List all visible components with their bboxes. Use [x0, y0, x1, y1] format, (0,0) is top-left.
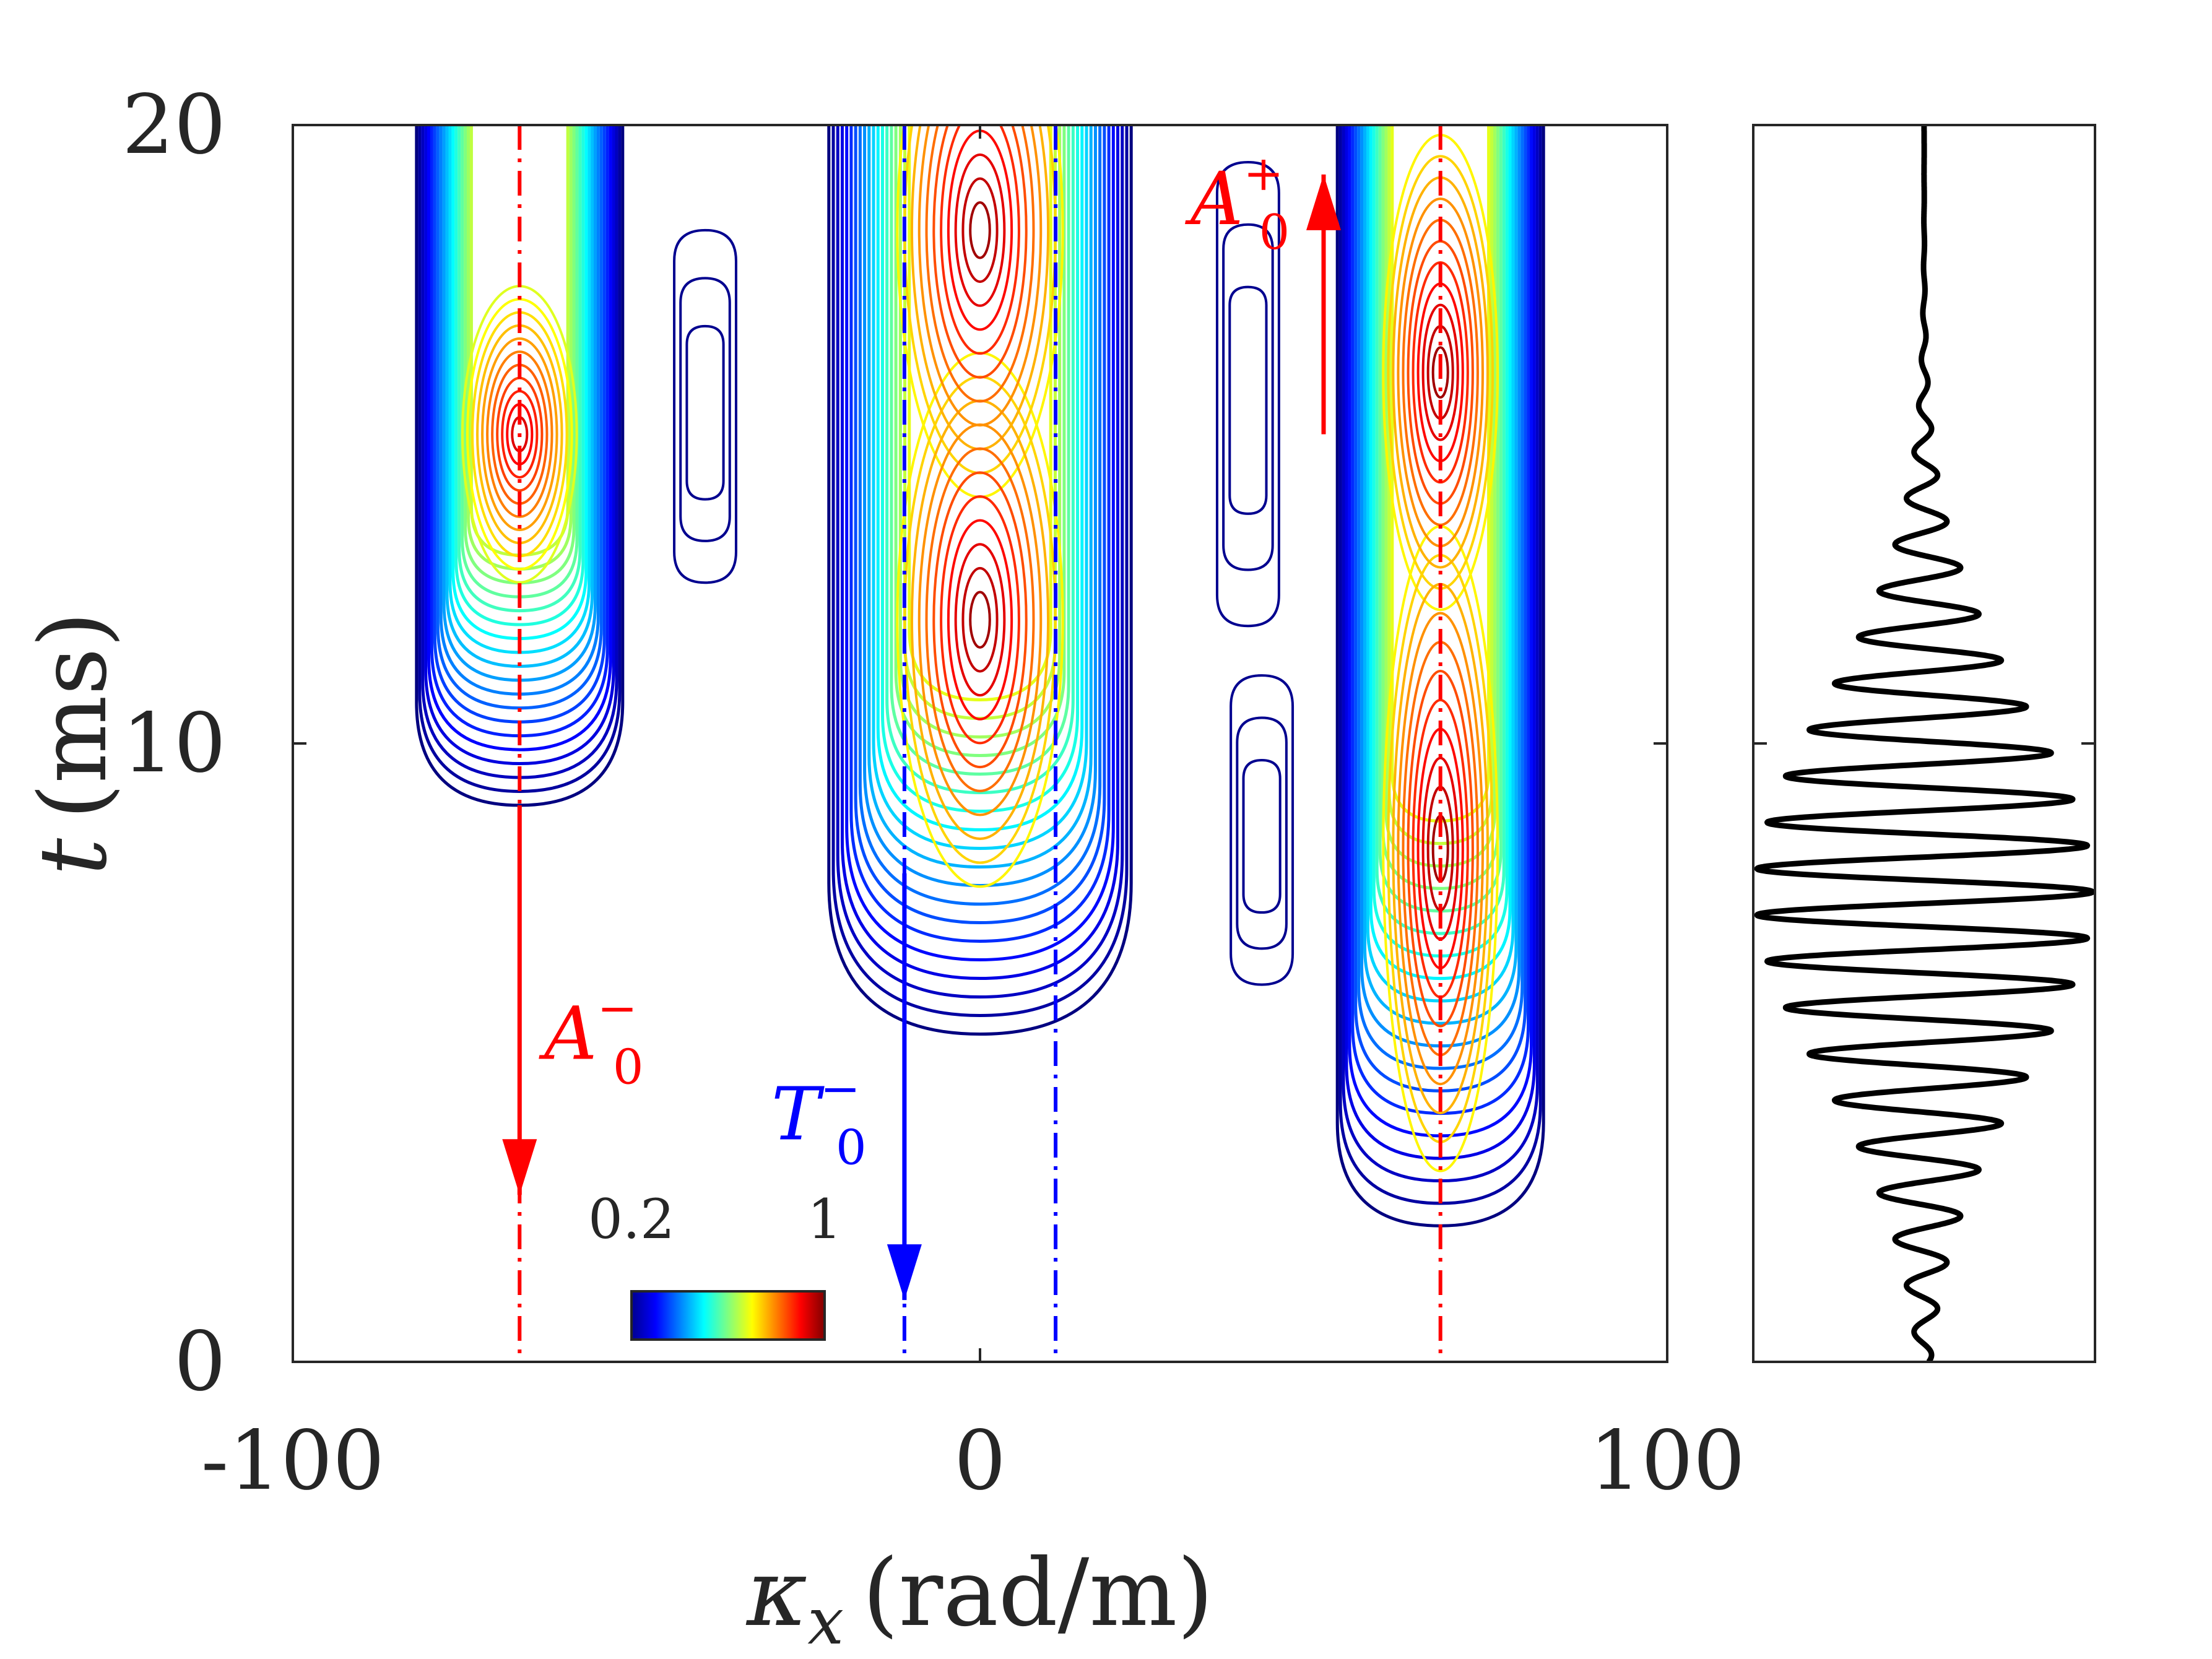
contour-level: [845, 125, 1115, 962]
contour-level: [880, 125, 1080, 813]
contour-region-small-1: [673, 228, 737, 584]
contour-level: [445, 125, 594, 668]
contour-peak-ring: [961, 566, 999, 673]
contour-level: [872, 125, 1088, 851]
dispersion-arrow-head-0: [502, 1139, 537, 1195]
contour-level: [885, 125, 1075, 795]
contour-peak-ring: [481, 337, 558, 531]
contour-level: [831, 125, 1129, 1018]
contour-peak-ring: [961, 177, 999, 284]
y-axis-symbol: t: [20, 838, 128, 875]
contour-peak-ring: [940, 495, 1020, 745]
contour-peak-ring: [917, 125, 1043, 427]
contour-level: [427, 125, 612, 752]
annotation-t0-minus-sup: −: [820, 1061, 861, 1117]
y-tick-label-max: 20: [122, 77, 226, 173]
contour-level: [827, 125, 1133, 1036]
x-axis-units: (rad/m): [862, 1540, 1213, 1647]
main-plot: [292, 124, 1668, 1363]
contour-level: [458, 125, 582, 613]
x-tick-label-max: 100: [1589, 1413, 1745, 1509]
contour-peak-ring: [940, 125, 1020, 355]
contour-peak-ring: [925, 125, 1035, 403]
contour-peak-ring: [1421, 303, 1459, 441]
contour-region-small-3: [1230, 674, 1295, 986]
annotation-t0-minus-label: T: [771, 1071, 825, 1156]
contour-peak-ring: [932, 471, 1028, 769]
contour-peak-ring: [947, 519, 1013, 721]
contour-level: [1363, 125, 1518, 1025]
contour-level: [673, 228, 737, 584]
contour-level: [679, 277, 731, 542]
contour-level: [1345, 125, 1536, 1160]
contour-peak-ring: [1397, 612, 1484, 1086]
contour-level: [1222, 223, 1274, 571]
contour-peak-ring: [932, 125, 1028, 379]
contour-level: [1375, 125, 1506, 935]
y-tick-label-mid: 10: [122, 696, 226, 791]
contour-level: [1215, 160, 1280, 628]
contour-region-center: [827, 125, 1133, 1036]
colorbar-min-label: 0.2: [588, 1187, 675, 1251]
contour-peak-ring: [1431, 346, 1449, 399]
colorbar-max-label: 1: [807, 1187, 842, 1251]
annotation-t0-minus: T− 0: [771, 1061, 867, 1176]
annotation-a0-minus-sub: 0: [613, 1040, 644, 1096]
y-axis-units: (ms): [20, 612, 128, 820]
annotation-a0-minus-label: A: [539, 991, 597, 1076]
contour-level: [1242, 759, 1282, 914]
annotation-a0-minus: A− 0: [539, 981, 643, 1096]
contour-level: [854, 125, 1106, 925]
x-axis-symbol: κ: [745, 1540, 807, 1647]
contour-peak-ring: [969, 201, 991, 259]
contour-level: [1357, 125, 1524, 1070]
dispersion-arrow-head-4: [1306, 174, 1341, 230]
dispersion-lines: [502, 125, 1442, 1362]
colorbar-gradient: [630, 1290, 826, 1341]
contour-level: [867, 125, 1093, 869]
contour-peak-ring: [486, 350, 553, 518]
contour-peak-ring: [1407, 670, 1474, 1028]
x-axis-label: κx (rad/m): [745, 1540, 1213, 1659]
contour-peak-ring: [969, 591, 991, 649]
contour-level: [424, 125, 615, 766]
contour-level: [836, 125, 1124, 999]
contour-level: [890, 125, 1070, 776]
contour-level: [1381, 125, 1499, 890]
main-ticks: [292, 124, 1668, 1363]
annotation-a0-plus-sub: 0: [1259, 205, 1290, 261]
signal-panel: [1752, 124, 2096, 1363]
contour-level: [849, 125, 1111, 943]
x-axis-subscript: x: [807, 1583, 844, 1659]
contour-peak-ring: [954, 543, 1006, 697]
dispersion-arrow-head-1: [887, 1244, 922, 1301]
contour-level: [858, 125, 1102, 906]
contour-level: [1230, 674, 1295, 986]
annotation-a0-minus-sup: −: [597, 981, 638, 1037]
contour-peak-ring: [954, 153, 1006, 307]
contour-level: [840, 125, 1120, 981]
colorbar: 0.2 1: [588, 1187, 842, 1341]
x-tick-label-min: -100: [201, 1413, 385, 1509]
annotation-a0-plus-sup: +: [1243, 146, 1283, 202]
annotation-a0-plus: A+ 0: [1185, 146, 1290, 261]
contour-level: [436, 125, 603, 710]
contour-level: [418, 125, 622, 793]
contour-level: [1369, 125, 1512, 981]
contour-level: [1236, 716, 1288, 950]
annotation-t0-minus-sub: 0: [836, 1120, 867, 1176]
x-tick-label-mid: 0: [954, 1413, 1006, 1509]
contour-level: [1228, 285, 1268, 515]
y-tick-label-min: 0: [174, 1314, 226, 1410]
annotation-a0-plus-label: A: [1185, 156, 1243, 241]
contour-level: [454, 125, 585, 626]
y-axis-label: t (ms): [20, 612, 128, 876]
contour-peak-ring: [925, 447, 1035, 792]
signal-trace: [1754, 125, 2095, 1362]
contour-level: [685, 324, 725, 501]
contour-region-small-2: [1215, 160, 1280, 628]
contour-level: [876, 125, 1084, 832]
